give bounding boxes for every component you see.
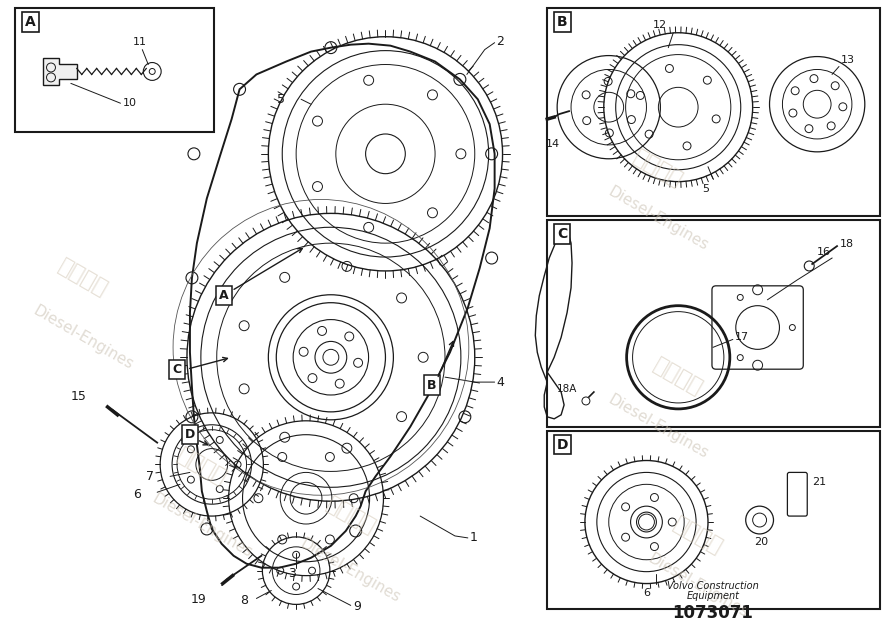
Text: B: B	[557, 15, 568, 29]
Text: Diesel-Engines: Diesel-Engines	[30, 303, 135, 372]
Text: 16: 16	[817, 247, 831, 257]
Text: 8: 8	[240, 594, 248, 607]
Text: A: A	[25, 15, 36, 29]
Text: Volvo Construction: Volvo Construction	[668, 581, 759, 591]
Text: 10: 10	[123, 98, 136, 108]
Text: 紫发动力: 紫发动力	[630, 147, 686, 191]
Bar	[547, 431, 879, 610]
Text: 15: 15	[71, 391, 86, 403]
Text: Diesel-Engines: Diesel-Engines	[298, 536, 403, 606]
Polygon shape	[43, 58, 77, 86]
Text: 14: 14	[546, 139, 560, 149]
Text: D: D	[557, 438, 569, 452]
Text: 21: 21	[813, 477, 826, 487]
Text: 紫发动力: 紫发动力	[54, 256, 111, 300]
Bar	[547, 8, 879, 216]
Text: Diesel-Engines: Diesel-Engines	[645, 551, 751, 620]
Text: C: C	[173, 363, 182, 376]
Text: Diesel-Engines: Diesel-Engines	[605, 392, 711, 462]
Text: 13: 13	[841, 55, 855, 65]
Text: 12: 12	[653, 19, 668, 30]
Text: 20: 20	[755, 537, 769, 547]
Text: 1073071: 1073071	[673, 604, 754, 622]
Text: Equipment: Equipment	[686, 591, 740, 601]
Text: 紫发动力: 紫发动力	[670, 514, 726, 558]
Text: 紫发动力: 紫发动力	[322, 494, 379, 538]
Text: 18A: 18A	[557, 384, 578, 394]
Text: 4: 4	[497, 376, 505, 389]
Text: 17: 17	[735, 333, 748, 342]
Text: 1: 1	[470, 532, 478, 545]
Text: 紫发动力: 紫发动力	[174, 445, 230, 489]
Text: C: C	[557, 227, 568, 241]
Text: Diesel-Engines: Diesel-Engines	[150, 491, 255, 561]
Text: 11: 11	[133, 36, 146, 47]
Text: B: B	[427, 379, 437, 392]
Text: D: D	[185, 428, 195, 441]
Text: Diesel-Engines: Diesel-Engines	[605, 184, 711, 253]
Text: 18: 18	[840, 239, 854, 249]
Text: 紫发动力: 紫发动力	[650, 355, 707, 399]
Text: 9: 9	[353, 600, 361, 613]
Text: 7: 7	[146, 470, 154, 483]
Text: 5: 5	[702, 184, 709, 194]
Text: 2: 2	[497, 35, 505, 48]
Text: 6: 6	[134, 487, 142, 501]
Text: 3: 3	[288, 567, 296, 580]
Text: 19: 19	[191, 593, 206, 606]
Bar	[547, 220, 879, 426]
Bar	[15, 8, 214, 132]
Text: A: A	[219, 289, 229, 303]
Text: 6: 6	[643, 589, 650, 598]
Text: 5: 5	[278, 92, 286, 106]
